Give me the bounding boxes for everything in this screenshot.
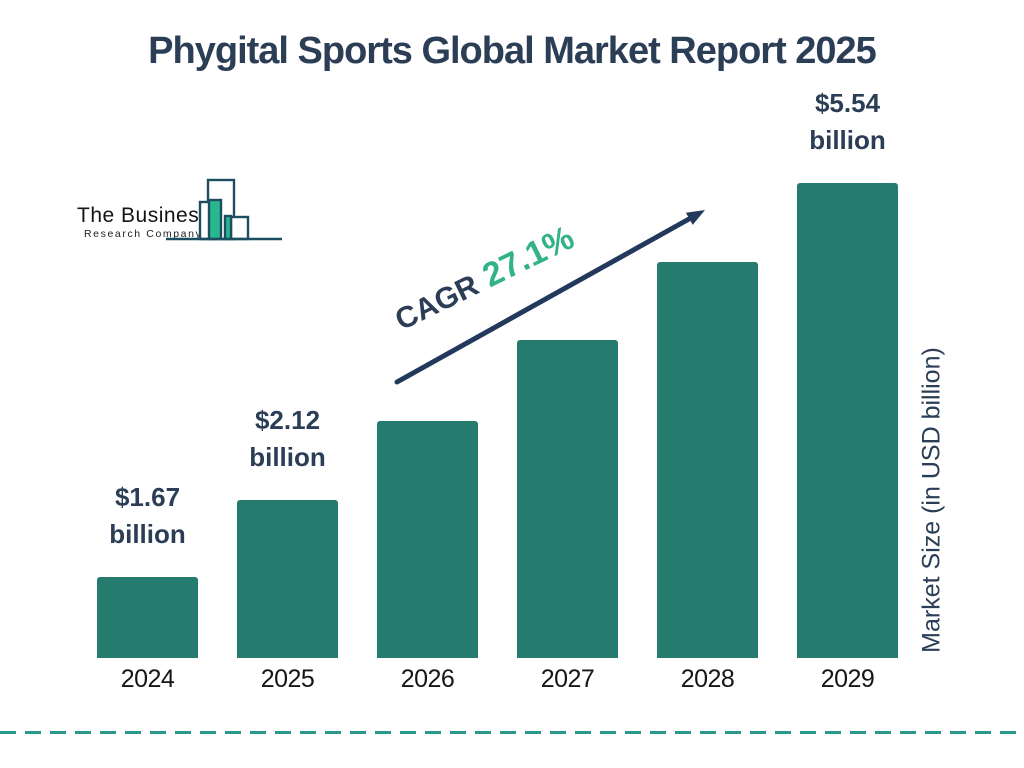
x-tick-2024: 2024	[120, 665, 175, 693]
logo-text-line2: Research Company	[84, 228, 203, 240]
value-label-2029: $5.54 billion	[809, 85, 886, 159]
bar-group-2027: 2027	[517, 340, 618, 693]
x-tick-2027: 2027	[540, 665, 595, 693]
value-amount: $2.12	[254, 405, 321, 435]
bar-2026	[377, 421, 478, 658]
bar-group-2024: $1.67 billion 2024	[97, 482, 198, 693]
bar-2028	[657, 262, 758, 658]
x-tick-2025: 2025	[260, 665, 315, 693]
bar-2027	[517, 340, 618, 658]
bottom-dashed-divider	[0, 731, 1024, 734]
value-unit: billion	[249, 442, 326, 472]
page-title: Phygital Sports Global Market Report 202…	[148, 30, 877, 72]
bar-2029	[797, 183, 898, 658]
bar-2024	[97, 577, 198, 658]
company-logo: The Business Research Company	[75, 178, 290, 248]
x-tick-2029: 2029	[820, 665, 875, 693]
bar-group-2025: $2.12 billion 2025	[237, 405, 338, 693]
value-amount: $5.54	[814, 88, 881, 118]
x-tick-2028: 2028	[680, 665, 735, 693]
y-axis-label: Market Size (in USD billion)	[917, 347, 946, 653]
value-amount: $1.67	[114, 482, 181, 512]
value-unit: billion	[809, 125, 886, 155]
logo-text-line1: The Business	[77, 204, 211, 227]
bar-group-2029: $5.54 billion 2029	[797, 88, 898, 693]
x-tick-2026: 2026	[400, 665, 455, 693]
logo-bars-icon	[166, 178, 282, 241]
bar-2025	[237, 500, 338, 658]
bar-chart: $1.67 billion 2024 $2.12 billion 2025 2026 2027…	[97, 88, 898, 693]
value-label-2024: $1.67 billion	[109, 479, 186, 553]
bar-group-2028: 2028	[657, 262, 758, 693]
value-label-2025: $2.12 billion	[249, 402, 326, 476]
bar-group-2026: 2026	[377, 421, 478, 693]
value-unit: billion	[109, 519, 186, 549]
